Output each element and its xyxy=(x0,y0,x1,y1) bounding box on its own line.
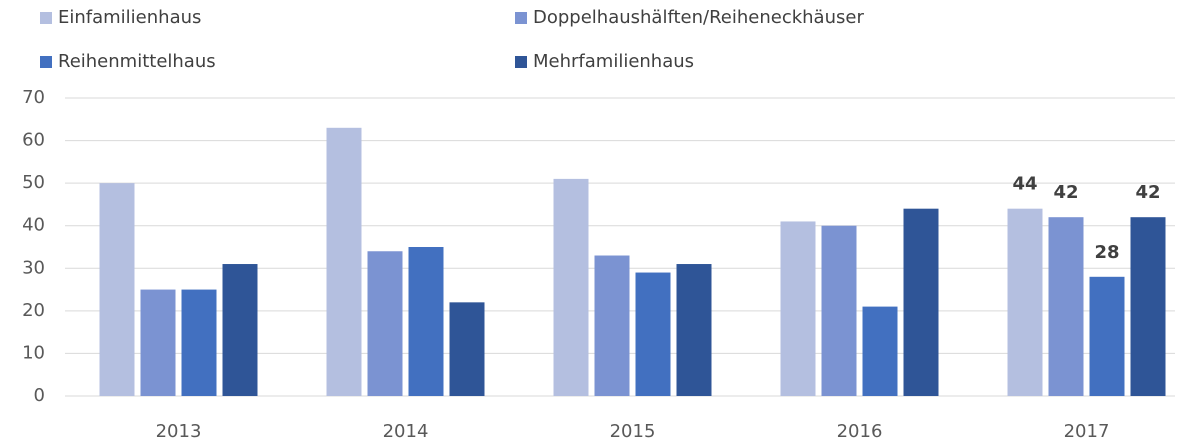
x-tick-label: 2014 xyxy=(383,421,429,442)
bar xyxy=(635,272,671,396)
y-tick-label: 0 xyxy=(34,385,45,406)
bar xyxy=(1007,208,1043,396)
x-tick-label: 2013 xyxy=(156,421,202,442)
bar xyxy=(408,247,444,396)
bar xyxy=(449,302,485,396)
x-tick-label: 2016 xyxy=(837,421,883,442)
x-tick-label: 2017 xyxy=(1064,421,1110,442)
y-tick-label: 70 xyxy=(22,87,45,108)
y-tick-label: 30 xyxy=(22,257,45,278)
legend-label: Reihenmittelhaus xyxy=(58,51,216,72)
bar xyxy=(903,208,939,396)
bar xyxy=(140,289,176,396)
legend-swatch xyxy=(40,12,52,24)
bar xyxy=(367,251,403,396)
data-label: 44 xyxy=(1012,174,1037,195)
data-label: 42 xyxy=(1053,182,1078,203)
y-tick-label: 20 xyxy=(22,300,45,321)
bar xyxy=(1048,217,1084,396)
data-label: 28 xyxy=(1094,242,1119,263)
bar xyxy=(222,264,258,396)
x-tick-label: 2015 xyxy=(610,421,656,442)
bar xyxy=(1089,276,1125,396)
data-label: 42 xyxy=(1135,182,1160,203)
y-tick-label: 60 xyxy=(22,130,45,151)
bar xyxy=(862,306,898,396)
bar xyxy=(326,127,362,397)
y-tick-label: 40 xyxy=(22,215,45,236)
y-tick-label: 50 xyxy=(22,172,45,193)
legend-swatch xyxy=(515,12,527,24)
bar xyxy=(1130,217,1166,396)
y-tick-label: 10 xyxy=(22,342,45,363)
legend-swatch xyxy=(40,56,52,68)
bar xyxy=(676,264,712,396)
bar xyxy=(181,289,217,396)
legend-swatch xyxy=(515,56,527,68)
bar xyxy=(553,178,589,396)
bar xyxy=(821,225,857,396)
legend-label: Einfamilienhaus xyxy=(58,7,201,28)
bar xyxy=(594,255,630,396)
bar xyxy=(99,183,135,396)
legend-label: Mehrfamilienhaus xyxy=(533,51,694,72)
legend-label: Doppelhaushälften/Reiheneckhäuser xyxy=(533,7,864,28)
bar xyxy=(780,221,816,396)
